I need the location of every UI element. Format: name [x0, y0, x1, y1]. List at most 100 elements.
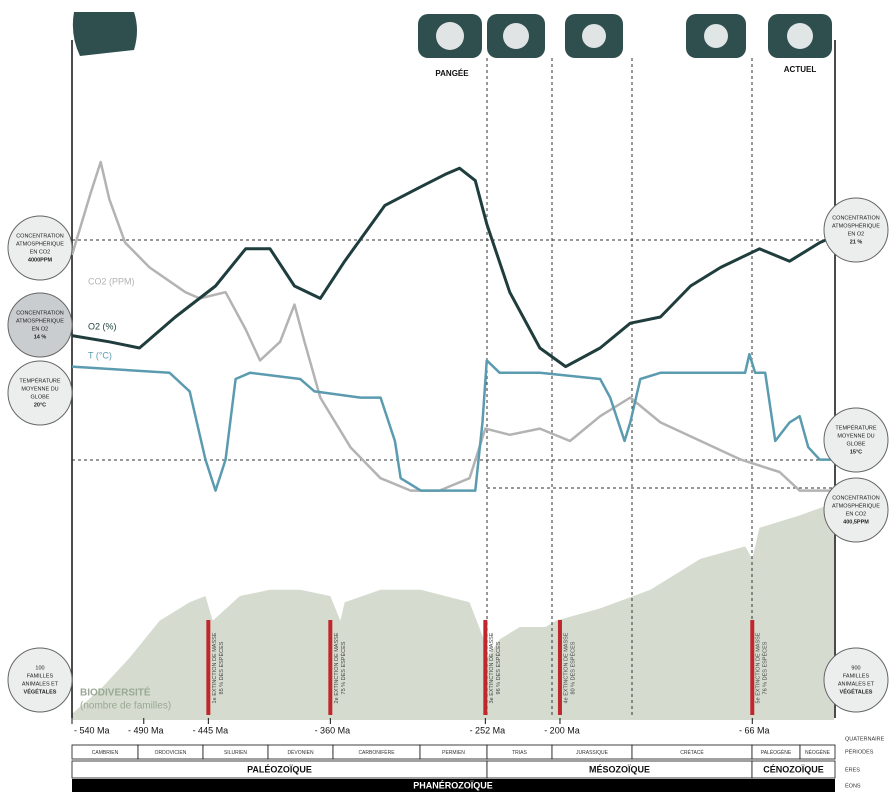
- continent: [704, 24, 728, 48]
- badge-text: EN CO2: [30, 249, 50, 255]
- extinction-label: 76 % DES ESPÈCES: [762, 641, 769, 694]
- badge: [7, 215, 73, 281]
- period-label: TRIAS: [512, 750, 527, 756]
- badge-text: FAMILLES: [27, 673, 54, 679]
- period-cell: [799, 744, 836, 760]
- x-tick-label: - 445 Ma: [193, 725, 229, 735]
- extinction-label: 5e EXTINCTION DE MASSE: [756, 632, 762, 703]
- badge-text: 20°C: [34, 402, 46, 408]
- badge: [823, 407, 889, 473]
- era-label: PALÉOZOÏQUE: [247, 764, 312, 774]
- badge-text: 15°C: [850, 449, 862, 455]
- extinction-line: [557, 620, 562, 715]
- period-label: PERMIEN: [442, 750, 465, 756]
- badge-text: ATMOSPHÉRIQUE: [16, 317, 64, 324]
- x-tick-label: - 490 Ma: [128, 725, 164, 735]
- era-cell: [751, 760, 836, 779]
- continent: [582, 24, 606, 48]
- badge-text: 900: [851, 665, 860, 671]
- plot: [70, 160, 835, 492]
- period-label: CAMBRIEN: [92, 750, 119, 756]
- globe-label: ACTUEL: [784, 65, 817, 74]
- continents: [436, 22, 813, 50]
- badge-text: MOYENNE DU: [837, 433, 874, 439]
- badge-text: 4000PPM: [28, 257, 53, 263]
- badge-text: ATMOSPHÉRIQUE: [16, 240, 64, 247]
- badge-text: ANIMALES ET: [22, 681, 59, 687]
- badge-text: TEMPÉRATURE: [835, 424, 876, 431]
- level-label: PÉRIODES: [845, 748, 874, 755]
- badge-text: CONCENTRATION: [832, 495, 880, 501]
- eon-label: PHANÉROZOÏQUE: [413, 780, 493, 790]
- badge-text: TEMPÉRATURE: [19, 377, 60, 384]
- continent: [436, 22, 464, 50]
- badge: [823, 647, 889, 713]
- badge-text: EN O2: [848, 231, 865, 237]
- series-label: O2 (%): [88, 321, 117, 331]
- badge-text: CONCENTRATION: [16, 233, 64, 239]
- badge-text: EN O2: [32, 326, 49, 332]
- period-label: PALÉOGÈNE: [761, 749, 792, 756]
- extinction-label: 3e EXTINCTION DE MASSE: [489, 632, 495, 703]
- series-label: CO2 (PPM): [88, 276, 135, 286]
- extinction-label: 1e EXTINCTION DE MASSE: [212, 632, 218, 703]
- extinction-label: 4e EXTINCTION DE MASSE: [563, 632, 569, 703]
- badge-text: GLOBE: [847, 441, 866, 447]
- extinction-label: 85 % DES ESPÈCES: [218, 641, 225, 694]
- badge-text: CONCENTRATION: [16, 310, 64, 316]
- eon-bar: [72, 779, 835, 792]
- extinction-label: 80 % DES ESPÈCES: [569, 641, 576, 694]
- extinction-line: [206, 620, 211, 715]
- level-label: QUATERNAIRE: [845, 736, 885, 742]
- series-label: BIODIVERSITÉ: [80, 686, 151, 699]
- period-label: ORDOVICIEN: [155, 750, 187, 756]
- badge-text: MOYENNE DU: [21, 386, 58, 392]
- badge: [823, 197, 889, 263]
- level-label: ÉONS: [845, 782, 861, 789]
- badge-text: 400,5PPM: [843, 519, 869, 525]
- badge-text: FAMILLES: [843, 673, 870, 679]
- badge-text: ANIMALES ET: [838, 681, 875, 687]
- badge-text: 100: [35, 665, 44, 671]
- series-line: [71, 352, 835, 492]
- badge-text: 21 %: [850, 239, 863, 245]
- badge: [7, 292, 73, 358]
- series-unit: (nombre de familles): [80, 701, 171, 712]
- period-label: CRÉTACÉ: [680, 749, 704, 756]
- period-label: DÉVONIEN: [287, 749, 314, 756]
- globe-label: PANGÉE: [435, 69, 469, 78]
- badge-text: EN CO2: [846, 511, 866, 517]
- x-tick-label: - 200 Ma: [544, 725, 580, 735]
- extinction-line: [483, 620, 488, 715]
- continent: [787, 23, 813, 49]
- era-label: MÉSOZOÏQUE: [589, 764, 650, 774]
- badge-text: GLOBE: [31, 394, 50, 400]
- x-tick-label: - 252 Ma: [470, 725, 506, 735]
- period-label: NÉOGÈNE: [805, 749, 831, 756]
- series-label: T (°C): [88, 350, 112, 360]
- series-line: [71, 166, 835, 369]
- badge-text: CONCENTRATION: [832, 215, 880, 221]
- extinction-label: 2e EXTINCTION DE MASSE: [334, 632, 340, 703]
- period-label: JURASSIQUE: [576, 750, 609, 756]
- series-line: [70, 160, 835, 492]
- x-tick-label: - 540 Ma: [74, 725, 110, 735]
- biodiversity-area: [72, 503, 835, 720]
- badge-text: 14 %: [34, 334, 47, 340]
- extinction-line: [750, 620, 755, 715]
- continent: [503, 23, 529, 49]
- globe-icon: [72, 12, 137, 56]
- era-label: CÉNOZOÏQUE: [763, 764, 824, 774]
- extinction-line: [328, 620, 333, 715]
- badge-text: VÉGÉTALES: [24, 687, 57, 695]
- extinction-label: 96 % DES ESPÈCES: [495, 641, 502, 694]
- badge: [7, 360, 73, 426]
- x-tick-label: - 66 Ma: [739, 725, 770, 735]
- extinction-label: 75 % DES ESPÈCES: [340, 641, 347, 694]
- badge-text: VÉGÉTALES: [840, 687, 873, 695]
- badge-text: ATMOSPHÉRIQUE: [832, 222, 880, 229]
- period-label: CARBONIFÈRE: [358, 749, 395, 756]
- period-label: SILURIEN: [224, 750, 247, 756]
- badge-text: ATMOSPHÉRIQUE: [832, 502, 880, 509]
